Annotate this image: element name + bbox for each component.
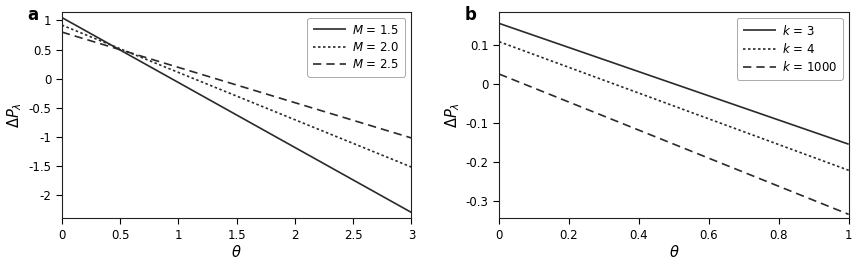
- $M$ = 1.5: [270, 135, 281, 138]
- $k$ = 4: [494, 40, 505, 43]
- $k$ = 4: [789, 148, 799, 152]
- $k$ = 1000: [843, 213, 854, 216]
- $k$ = 1000: [708, 158, 718, 161]
- $k$ = 1000: [495, 73, 505, 76]
- $k$ = 1000: [811, 200, 821, 203]
- $M$ = 2.0: [351, 143, 361, 146]
- $M$ = 2.0: [373, 152, 384, 155]
- $k$ = 3: [789, 124, 799, 127]
- $k$ = 3: [811, 131, 821, 135]
- $M$ = 1.5: [57, 16, 68, 20]
- Line: $M$ = 2.0: $M$ = 2.0: [62, 25, 411, 167]
- $M$ = 2.5: [351, 120, 361, 123]
- $M$ = 1.5: [373, 193, 384, 196]
- $M$ = 2.0: [270, 110, 281, 114]
- $k$ = 4: [843, 169, 854, 172]
- $k$ = 1000: [494, 72, 505, 76]
- Y-axis label: $\Delta P_\lambda$: $\Delta P_\lambda$: [443, 102, 462, 128]
- $k$ = 4: [701, 116, 711, 119]
- $M$ = 2.5: [263, 93, 274, 96]
- $k$ = 3: [702, 94, 712, 97]
- $M$ = 2.5: [57, 31, 67, 34]
- $M$ = 1.5: [263, 131, 274, 135]
- $M$ = 2.5: [265, 94, 275, 97]
- $M$ = 2.5: [270, 95, 281, 98]
- $M$ = 2.5: [57, 31, 68, 34]
- $k$ = 4: [495, 40, 505, 44]
- Legend: $M$ = 1.5, $M$ = 2.0, $M$ = 2.5: $M$ = 1.5, $M$ = 2.0, $M$ = 2.5: [307, 18, 406, 77]
- $M$ = 1.5: [265, 132, 275, 135]
- $k$ = 1000: [789, 191, 799, 194]
- Text: a: a: [27, 6, 38, 23]
- $M$ = 2.5: [406, 136, 416, 140]
- Line: $M$ = 1.5: $M$ = 1.5: [62, 18, 411, 213]
- X-axis label: $\theta$: $\theta$: [668, 244, 680, 260]
- $M$ = 1.5: [57, 16, 67, 19]
- $M$ = 1.5: [406, 211, 416, 214]
- Line: $k$ = 1000: $k$ = 1000: [499, 74, 849, 214]
- Line: $k$ = 4: $k$ = 4: [499, 42, 849, 170]
- $k$ = 1000: [701, 156, 711, 159]
- Text: b: b: [464, 6, 476, 23]
- Line: $k$ = 3: $k$ = 3: [499, 23, 849, 144]
- $k$ = 3: [701, 93, 711, 97]
- $k$ = 3: [708, 96, 718, 99]
- $M$ = 2.0: [57, 23, 67, 27]
- Legend: $k$ = 3, $k$ = 4, $k$ = 1000: $k$ = 3, $k$ = 4, $k$ = 1000: [737, 18, 843, 80]
- $M$ = 2.5: [373, 126, 384, 130]
- $k$ = 4: [811, 157, 821, 160]
- $k$ = 4: [708, 119, 718, 122]
- Y-axis label: $\Delta P_\lambda$: $\Delta P_\lambda$: [5, 102, 24, 128]
- $k$ = 3: [494, 22, 505, 25]
- X-axis label: $\theta$: $\theta$: [232, 244, 242, 260]
- $k$ = 4: [702, 117, 712, 120]
- $M$ = 2.0: [265, 108, 275, 111]
- Line: $M$ = 2.5: $M$ = 2.5: [62, 32, 411, 138]
- $M$ = 2.0: [57, 24, 68, 27]
- $M$ = 2.0: [406, 165, 416, 169]
- $k$ = 3: [495, 22, 505, 25]
- $M$ = 1.5: [351, 180, 361, 183]
- $k$ = 3: [843, 143, 854, 146]
- $k$ = 1000: [702, 156, 712, 159]
- $M$ = 2.0: [263, 107, 274, 111]
